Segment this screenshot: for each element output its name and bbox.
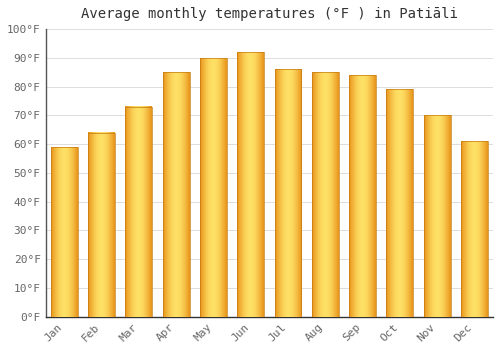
Bar [237,52,264,317]
Bar [126,107,152,317]
Bar [162,72,190,317]
Bar [88,133,115,317]
Title: Average monthly temperatures (°F ) in Patiāli: Average monthly temperatures (°F ) in Pa… [81,7,458,21]
Bar [312,72,338,317]
Bar [461,141,488,317]
Bar [51,147,78,317]
Bar [424,116,450,317]
Bar [274,69,301,317]
Bar [200,58,227,317]
Bar [386,90,413,317]
Bar [349,75,376,317]
